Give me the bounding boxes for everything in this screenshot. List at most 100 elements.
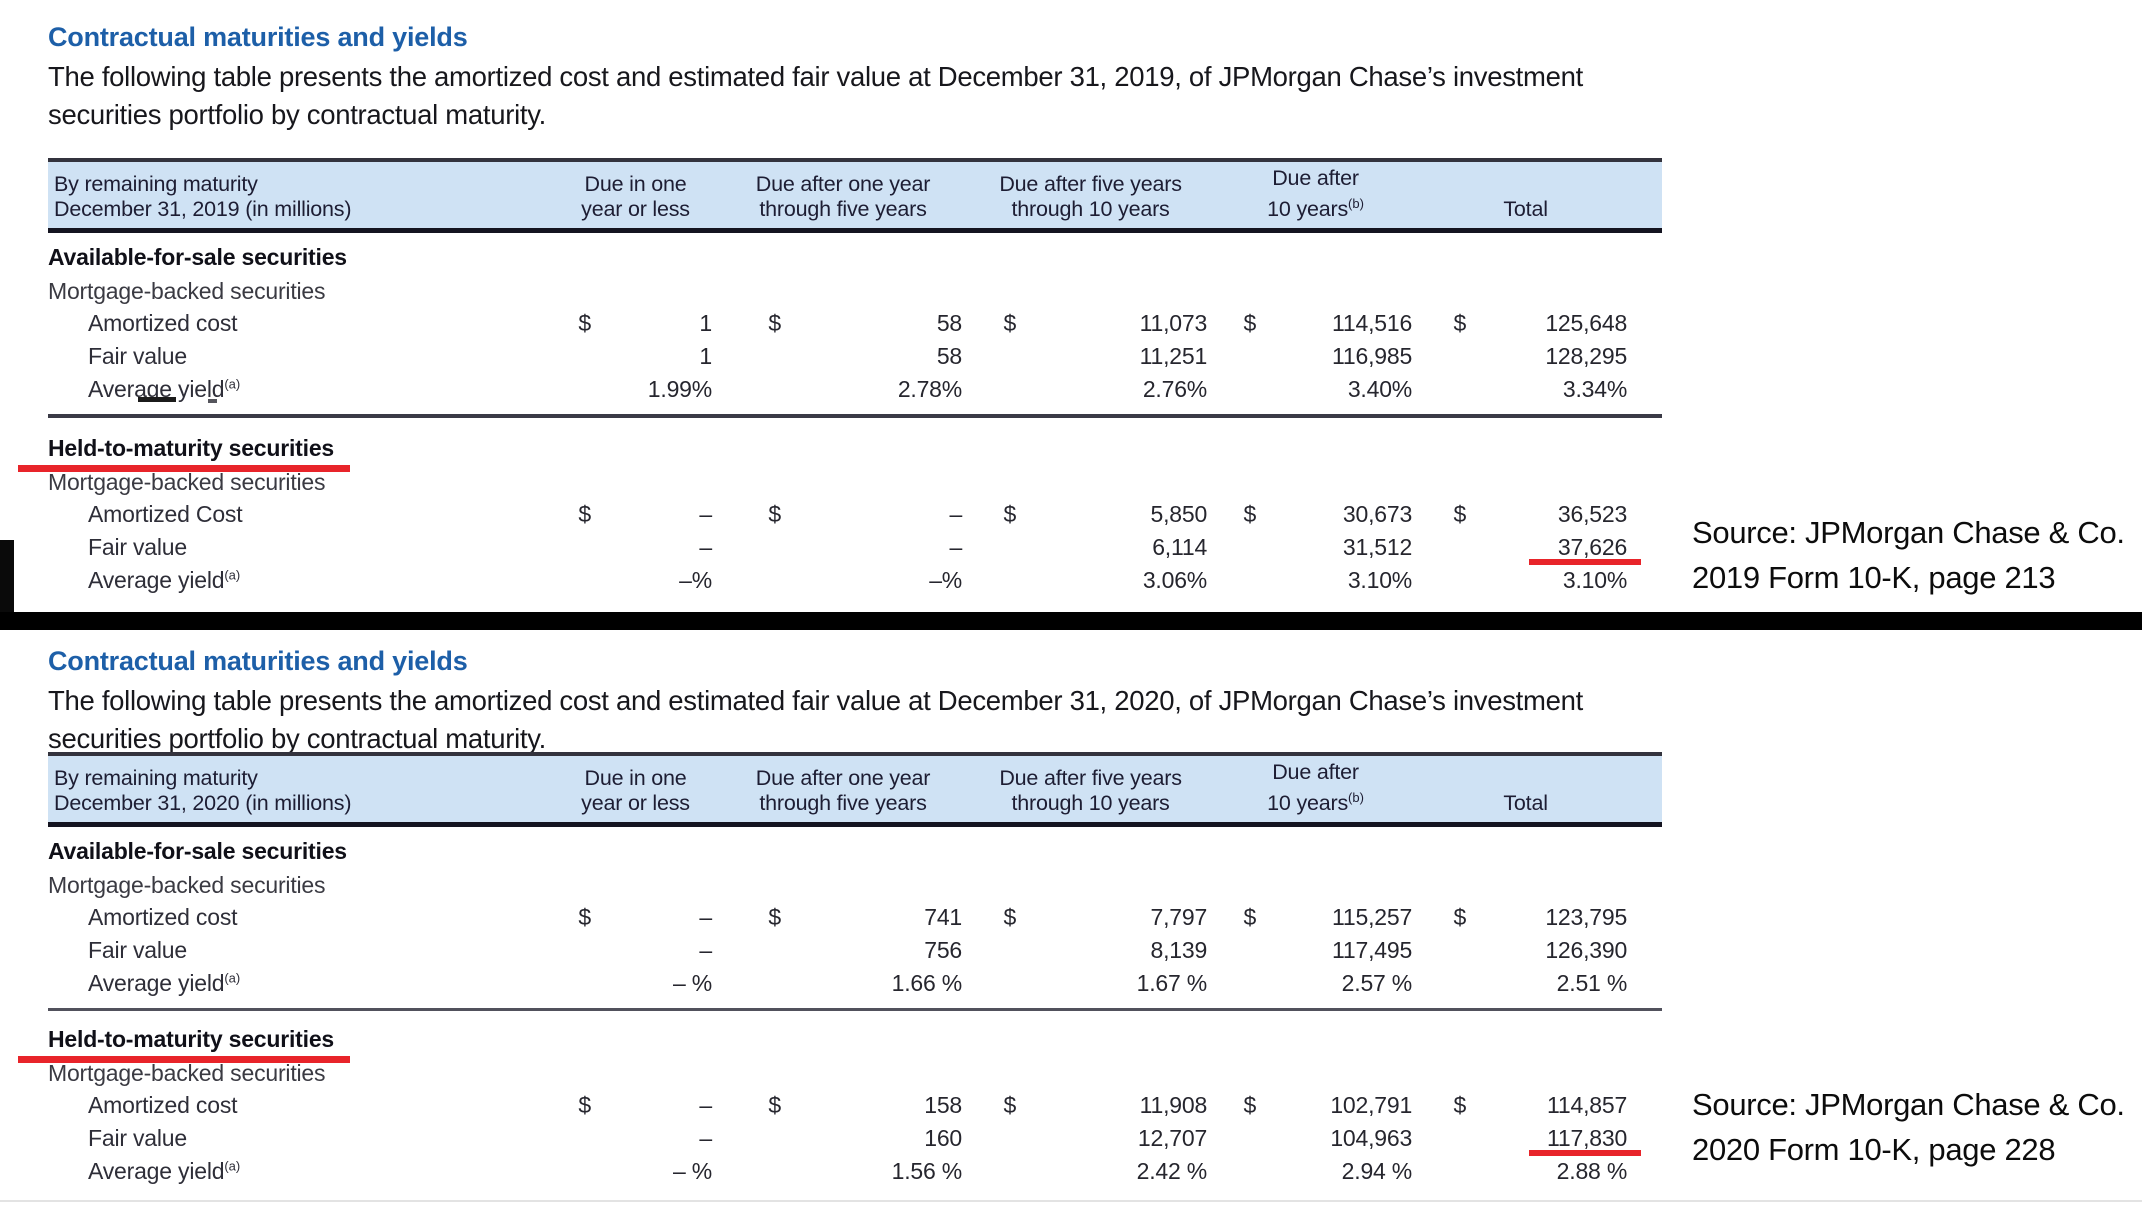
group-subtitle-row: Mortgage-backed securities [48,466,1662,498]
cell-value: – [699,501,713,528]
cell-value: 3.40% [1347,376,1413,403]
group-subtitle-row: Mortgage-backed securities [48,869,1662,901]
currency-symbol [718,1155,783,1196]
group-subtitle: Mortgage-backed securities [48,277,326,304]
currency-symbol: $ [768,501,782,528]
cell-value: 125,648 [1545,310,1628,337]
cell-value: 1.56 % [891,1158,963,1185]
footnote-a-marker: (a) [224,567,241,583]
footnote-b-marker: (b) [1348,790,1364,805]
group-title-afs: Available-for-sale securities [48,243,347,270]
cell-value: 1 [699,310,713,337]
currency-symbol [1418,340,1468,373]
currency-symbol [968,373,1018,416]
cell-value: 30,673 [1342,501,1413,528]
intro-line: The following table presents the amortiz… [48,685,1583,716]
group-subtitle: Mortgage-backed securities [48,1059,326,1086]
cell-value: 7,797 [1150,904,1208,931]
cell-value: – [699,534,713,561]
cell-value: 1 [699,343,713,370]
currency-symbol: $ [1243,904,1257,931]
cell-value: 2.94 % [1341,1158,1413,1185]
cell-value: 117,830 [1468,1122,1642,1157]
cell-value: 6,114 [1152,534,1208,561]
table-data-row: Fair value 1 58 11,251 116,985 128,295 [48,340,1662,373]
cell-value: 11,073 [1139,310,1208,337]
row-label: Fair value [88,937,187,964]
left-edge-bar [0,540,14,630]
header-row-label: By remaining maturity December 31, 2020 … [48,752,553,828]
currency-symbol: $ [578,1092,591,1119]
row-spacer [1633,1155,1662,1196]
cell-value: – [699,904,713,931]
currency-symbol: $ [1243,1092,1257,1119]
header-col-after-10yr: Due after 10 years(b) [1213,158,1419,234]
currency-symbol [968,1122,1018,1155]
htm-data-rows: Amortized Cost $ – $ – $5,850 $30,673 $36,523 Fa… [48,498,1662,605]
currency-symbol [1213,340,1258,373]
row-spacer [1633,307,1662,340]
currency-symbol: $ [1453,501,1467,528]
cell-value: 128,295 [1545,343,1628,370]
currency-symbol [718,564,783,605]
row-label: Amortized cost [88,1092,238,1119]
cell-value: – % [672,1158,713,1185]
cell-value: 2.76% [1142,376,1208,403]
intro-paragraph: The following table presents the amortiz… [48,58,1583,134]
cell-value: 117,495 [1332,937,1413,964]
source-line: 2019 Form 10-K, page 213 [1692,560,2056,595]
footnote-b-marker: (b) [1348,196,1364,211]
cell-value: 158 [924,1092,963,1119]
cell-value: 8,139 [1150,937,1208,964]
currency-symbol [718,967,783,1010]
currency-symbol [968,1155,1018,1196]
row-spacer [1633,564,1662,605]
cell-value: 5,850 [1150,501,1208,528]
cell-value: – [699,1092,713,1119]
intro-line: securities portfolio by contractual matu… [48,99,547,130]
cell-value: 114,516 [1332,310,1413,337]
cell-value: 58 [936,343,963,370]
cell-value: 102,791 [1330,1092,1413,1119]
group-title-row: Available-for-sale securities [48,231,1662,276]
row-spacer [1633,934,1662,967]
footnote-a-marker: (a) [224,1158,241,1174]
maturity-table-2019: By remaining maturity December 31, 2019 … [18,158,1663,605]
row-spacer [1633,340,1662,373]
currency-symbol [1418,1122,1468,1155]
currency-symbol [1418,531,1468,564]
currency-symbol [553,340,593,373]
section-divider [0,612,2142,630]
source-annotation-2019: Source: JPMorgan Chase & Co. 2019 Form 1… [1692,510,2125,600]
source-annotation-2020: Source: JPMorgan Chase & Co. 2020 Form 1… [1692,1082,2125,1172]
row-label: Average yield(a) [88,1158,241,1185]
currency-symbol [1418,967,1468,1010]
cell-value: 11,908 [1139,1092,1208,1119]
cell-value: 115,257 [1332,904,1413,931]
currency-symbol [553,934,593,967]
currency-symbol [1418,564,1468,605]
group-subtitle-row: Mortgage-backed securities [48,1057,1662,1089]
group-title-htm: Held-to-maturity securities [18,1025,350,1063]
cell-value: 2.88 % [1556,1158,1628,1185]
table-data-row: Amortized cost $1 $58 $11,073 $114,516 $125,6… [48,307,1662,340]
cell-value: – [699,1125,713,1152]
currency-symbol: $ [1453,310,1467,337]
group-title-afs: Available-for-sale securities [48,837,347,864]
group-subtitle: Mortgage-backed securities [48,468,326,495]
cell-value: – [699,937,713,964]
currency-symbol: $ [1453,904,1467,931]
currency-symbol [1213,1155,1258,1196]
currency-symbol [968,531,1018,564]
table-data-row: Average yield(a) –% –% 3.06% 3.10% 3.10% [48,564,1662,605]
table-header: By remaining maturity December 31, 2020 … [48,752,1663,828]
currency-symbol [1213,564,1258,605]
cell-value: 741 [924,904,963,931]
table-data-row: Amortized cost $ – $158 $11,908 $102,791 $114,… [48,1089,1662,1122]
cell-value: 36,523 [1557,501,1628,528]
cell-value: –% [929,567,963,594]
row-label: Fair value [88,534,187,561]
currency-symbol [553,1155,593,1196]
cell-value: 126,390 [1545,937,1628,964]
row-spacer [1633,967,1662,1010]
